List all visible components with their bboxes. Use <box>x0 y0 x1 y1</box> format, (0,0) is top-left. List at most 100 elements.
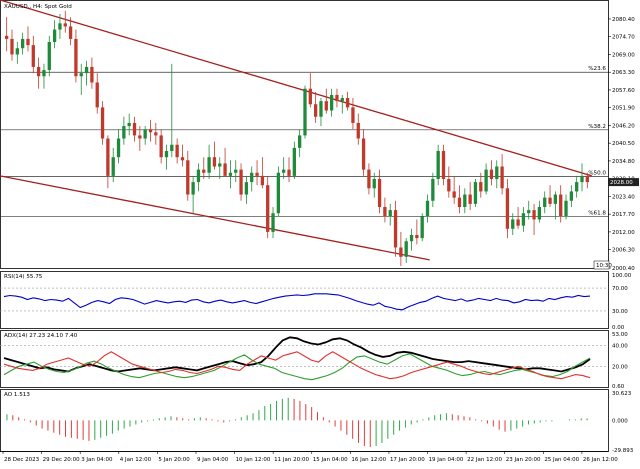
candle-body <box>527 210 531 214</box>
time-axis-label: 16 Jan 12:00 <box>351 457 386 463</box>
candle-body <box>212 157 217 167</box>
adx-axis-label: 53.00 <box>612 332 628 338</box>
price-axis-label: 2012.00 <box>612 230 635 236</box>
candle-body <box>84 66 89 74</box>
time-label-box <box>593 260 610 270</box>
time-axis: 28 Dec 2023 29 Dec 20:00 3 Jan 04:00 4 Jan … <box>2 451 618 463</box>
candle-body <box>260 175 265 186</box>
candle-body <box>585 175 589 183</box>
price-pane[interactable]: 2080.40 2074.70 2069.00 2063.30 2057.60 2051.… <box>0 0 639 272</box>
candle-body <box>196 169 201 183</box>
candle-body <box>345 98 350 108</box>
candle-body <box>308 88 312 105</box>
candle-body <box>63 23 67 27</box>
pane-frame-0 <box>0 0 609 269</box>
candle-body <box>431 178 435 201</box>
price-axis-label: 2080.40 <box>612 17 635 23</box>
candle-body <box>564 200 568 217</box>
candle-body <box>319 101 323 117</box>
candle-body <box>313 104 318 117</box>
candle-body <box>420 216 424 239</box>
fib-level-label: %38.2 <box>588 124 606 130</box>
candle-body <box>159 135 163 158</box>
candle-body <box>223 163 227 176</box>
rsi-pane[interactable]: 100.00 70.00 30.00 0.00 RSI(14) 55.75 <box>0 272 632 331</box>
candle-body <box>271 213 275 232</box>
candle-body <box>282 169 286 173</box>
candle-body <box>218 163 222 167</box>
candle-body <box>489 169 494 179</box>
candle-body <box>79 73 83 77</box>
candle-body <box>457 197 462 207</box>
ao-pane[interactable]: 30.623 0.000 -29.893 AO 1.513 <box>4 391 634 454</box>
candle-body <box>468 194 472 204</box>
candle-body <box>175 144 179 158</box>
candle-body <box>303 88 307 136</box>
candle-body <box>244 182 249 195</box>
candle-body <box>543 197 547 207</box>
candle-body <box>516 219 520 226</box>
candle-body <box>463 194 467 207</box>
candle-body <box>404 241 408 257</box>
time-axis-label: 19 Jan 04:00 <box>429 457 464 463</box>
candle-body <box>266 185 270 232</box>
candle-body <box>532 210 536 220</box>
adx-line-0 <box>3 336 591 373</box>
candle-body <box>324 101 328 111</box>
rsi-title: RSI(14) 55.75 <box>4 274 43 280</box>
channel-line-lower[interactable] <box>0 175 430 261</box>
price-axis-label: 2023.40 <box>612 194 635 200</box>
price-axis-label: 2017.70 <box>612 212 635 218</box>
candle-body <box>537 206 542 220</box>
price-axis-label: 2069.00 <box>612 52 635 58</box>
price-axis-label: 2040.50 <box>612 141 635 147</box>
candle-body <box>143 129 147 139</box>
candle-body <box>447 178 451 192</box>
candle-body <box>292 147 296 176</box>
candle-body <box>521 213 526 226</box>
ao-axis-label: -29.893 <box>612 448 634 454</box>
candle-body <box>575 182 579 192</box>
candle-body <box>511 219 515 229</box>
price-axis-label: 2051.90 <box>612 106 635 112</box>
candle-body <box>372 178 376 189</box>
candle-body <box>441 150 446 179</box>
candle-body <box>100 107 105 139</box>
candle-body <box>15 48 19 55</box>
candle-body <box>111 157 115 176</box>
time-axis-label: 26 Jan 12:00 <box>583 457 618 463</box>
time-axis-label: 5 Jan 20:00 <box>158 457 190 463</box>
adx-pane[interactable]: 53.00 40.00 20.00 0.60 ADX(14) 27.23 24.10 7… <box>0 331 628 390</box>
ao-axis-label: 0.000 <box>612 418 628 424</box>
time-axis-label: 22 Jan 12:00 <box>467 457 502 463</box>
candle-body <box>36 66 41 77</box>
fib-level-label: %23.6 <box>588 66 606 72</box>
candle-body <box>148 129 153 133</box>
candle-body <box>484 169 488 192</box>
rsi-axis-label: 70.00 <box>612 286 628 292</box>
time-axis-label: 9 Jan 04:00 <box>197 457 229 463</box>
ao-title: AO 1.513 <box>4 392 30 398</box>
candle-body <box>436 150 440 179</box>
candle-body <box>20 38 25 49</box>
fib-level-label: %61.8 <box>588 210 606 216</box>
candle-body <box>250 172 254 183</box>
candle-body <box>479 182 483 192</box>
candle-body <box>95 82 99 108</box>
time-axis-label: 4 Jan 12:00 <box>120 457 152 463</box>
candle-body <box>31 45 35 67</box>
time-label: 10:30 <box>596 263 612 269</box>
candle-body <box>553 194 558 204</box>
time-axis-label: 15 Jan 04:00 <box>313 457 348 463</box>
candle-body <box>42 70 46 77</box>
time-axis-label: 25 Jan 04:00 <box>544 457 579 463</box>
candle-body <box>298 135 302 148</box>
adx-axis-label: 20.00 <box>612 364 628 370</box>
channel-line-upper[interactable] <box>0 0 592 177</box>
price-axis-label: 2000.40 <box>612 266 635 272</box>
candle-body <box>351 107 355 123</box>
candle-body <box>580 175 584 183</box>
